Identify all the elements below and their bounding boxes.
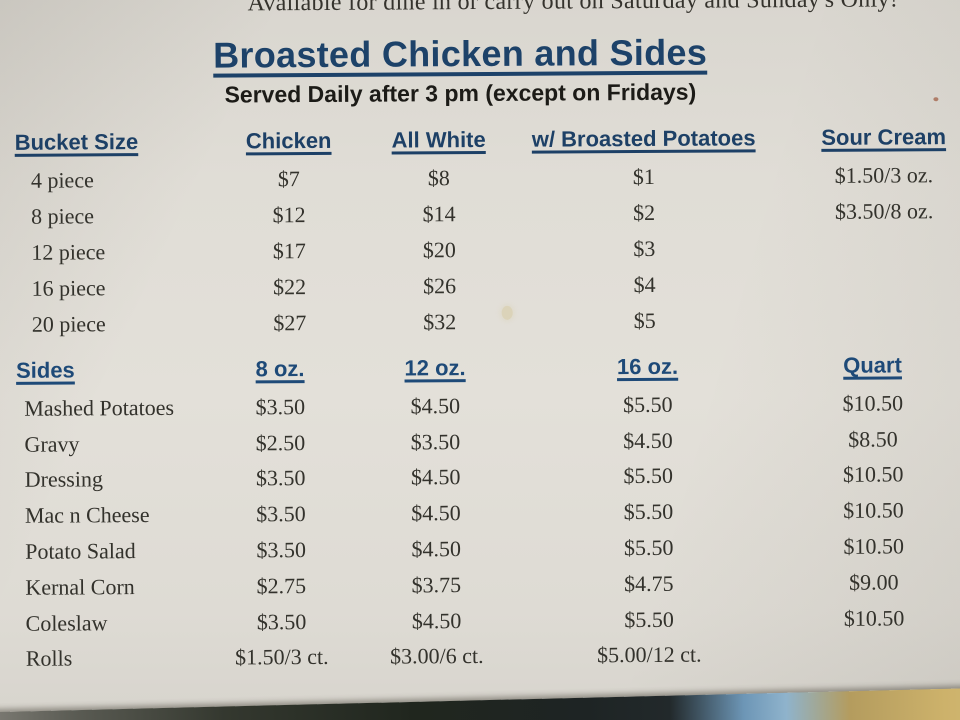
table-row: 16 piece $22 $26 $4 — [9, 265, 949, 307]
price-cell: $3.00/6 ct. — [389, 643, 484, 670]
price-cell: $3 — [633, 235, 656, 262]
price-cell: $10.50 — [843, 497, 904, 524]
price-cell: $2.50 — [255, 429, 306, 456]
price-cell: $20 — [422, 237, 456, 263]
bucket-size-label: 20 piece — [31, 311, 106, 337]
table-row: Kernal Corn $2.75 $3.75 $4.75 $9.00 — [11, 564, 951, 606]
price-cell: $4.50 — [411, 500, 461, 526]
price-cell: $4.50 — [410, 393, 461, 419]
price-cell — [770, 283, 950, 284]
price-cell: $4.50 — [623, 427, 673, 453]
table-row: Gravy $2.50 $3.50 $4.50 $8.50 — [10, 421, 950, 463]
price-cell: $1.50/3 oz. — [834, 162, 934, 188]
menu-title: Broasted Chicken and Sides — [213, 31, 708, 76]
price-cell: $14 — [422, 201, 456, 227]
price-cell: $5.50 — [622, 391, 673, 418]
sides-table-header-row: Sides 8 oz. 12 oz. 16 oz. Quart — [10, 345, 950, 391]
price-cell: $7 — [277, 166, 300, 192]
price-cell: $12 — [272, 202, 306, 228]
table-row: Mac n Cheese $3.50 $4.50 $5.50 $10.50 — [11, 493, 951, 535]
column-header-12oz: 12 oz. — [404, 355, 466, 381]
price-cell: $10.50 — [842, 461, 904, 488]
price-cell: $3.50 — [256, 501, 306, 527]
price-cell: $8 — [427, 165, 450, 191]
bucket-size-label: 12 piece — [31, 239, 106, 265]
price-cell: $3.50 — [256, 608, 307, 635]
column-header-chicken: Chicken — [245, 127, 332, 154]
price-cell: $10.50 — [843, 533, 904, 559]
price-cell: $3.50 — [255, 393, 306, 420]
price-cell: $22 — [272, 274, 307, 300]
price-cell: $3.75 — [411, 571, 462, 598]
table-row: 12 piece $17 $20 $3 — [9, 229, 949, 271]
column-header-16oz: 16 oz. — [616, 353, 679, 380]
price-cell: $2 — [633, 199, 656, 226]
table-row: Coleslaw $3.50 $4.50 $5.50 $10.50 — [11, 600, 951, 642]
table-row: 20 piece $27 $32 $5 — [10, 301, 950, 343]
availability-note: Available for dine in or carry out on Sa… — [247, 0, 899, 17]
table-row: Dressing $3.50 $4.50 $5.50 $10.50 — [11, 457, 951, 499]
column-header-quart: Quart — [843, 352, 902, 378]
side-item-label: Rolls — [25, 645, 73, 672]
table-row: Potato Salad $3.50 $4.50 $5.50 $10.50 — [11, 528, 951, 570]
price-cell: $3.50 — [410, 428, 461, 455]
bucket-pricing-table: Bucket Size Chicken All White w/ Broaste… — [9, 117, 950, 343]
bucket-size-label: 8 piece — [31, 203, 95, 229]
price-cell: $17 — [272, 238, 306, 264]
price-cell: $32 — [423, 309, 457, 335]
price-cell: $4 — [633, 271, 656, 298]
price-cell: $10.50 — [842, 390, 904, 416]
price-cell: $3.50/8 oz. — [834, 198, 934, 224]
column-header-bucket-size: Bucket Size — [14, 129, 139, 155]
price-cell — [777, 654, 952, 655]
price-cell: $1 — [632, 163, 655, 190]
column-header-8oz: 8 oz. — [255, 356, 305, 382]
price-cell: $4.50 — [410, 464, 461, 490]
price-cell: $10.50 — [843, 605, 905, 631]
column-header-sour-cream: Sour Cream — [821, 124, 947, 150]
table-row: Rolls $1.50/3 ct. $3.00/6 ct. $5.00/12 c… — [12, 636, 952, 678]
price-cell: $4.75 — [624, 570, 674, 596]
side-item-label: Kernal Corn — [25, 573, 135, 600]
price-cell: $2.75 — [256, 572, 307, 599]
column-header-broasted-potatoes: w/ Broasted Potatoes — [531, 125, 756, 152]
side-item-label: Gravy — [24, 431, 80, 457]
table-row: Mashed Potatoes $3.50 $4.50 $5.50 $10.50 — [10, 385, 950, 427]
side-item-label: Mashed Potatoes — [24, 394, 175, 421]
price-cell: $5.50 — [623, 463, 674, 489]
side-item-label: Coleslaw — [25, 609, 108, 636]
price-cell — [770, 319, 950, 320]
side-item-label: Mac n Cheese — [24, 502, 150, 529]
price-cell: $4.50 — [411, 607, 462, 634]
price-cell: $26 — [422, 273, 457, 299]
bucket-size-label: 16 piece — [31, 275, 106, 301]
paper-speck — [933, 97, 939, 102]
price-cell: $5.50 — [623, 499, 674, 525]
menu-subtitle: Served Daily after 3 pm (except on Frida… — [224, 78, 697, 108]
side-item-label: Potato Salad — [25, 538, 136, 564]
paper-stain — [501, 305, 513, 320]
price-cell: $9.00 — [849, 569, 899, 595]
column-header-sides: Sides — [15, 357, 75, 383]
price-cell: $5.50 — [623, 534, 674, 561]
price-cell: $5 — [633, 307, 656, 334]
price-cell: $5.00/12 ct. — [596, 642, 702, 668]
sides-pricing-table: Sides 8 oz. 12 oz. 16 oz. Quart Mashed P… — [10, 345, 952, 677]
price-cell: $3.50 — [255, 465, 306, 491]
price-cell: $4.50 — [411, 536, 461, 562]
price-cell — [769, 247, 949, 248]
price-cell: $27 — [273, 310, 307, 336]
bucket-size-label: 4 piece — [30, 167, 94, 193]
bucket-table-header-row: Bucket Size Chicken All White w/ Broaste… — [9, 117, 949, 163]
column-header-all-white: All White — [391, 126, 486, 153]
price-cell: $8.50 — [848, 426, 898, 452]
price-cell: $3.50 — [256, 537, 306, 563]
table-row: 4 piece $7 $8 $1 $1.50/3 oz. — [9, 157, 949, 199]
price-cell: $1.50/3 ct. — [234, 644, 329, 670]
side-item-label: Dressing — [24, 466, 104, 493]
price-cell: $5.50 — [624, 606, 674, 632]
table-row: 8 piece $12 $14 $2 $3.50/8 oz. — [9, 193, 949, 235]
